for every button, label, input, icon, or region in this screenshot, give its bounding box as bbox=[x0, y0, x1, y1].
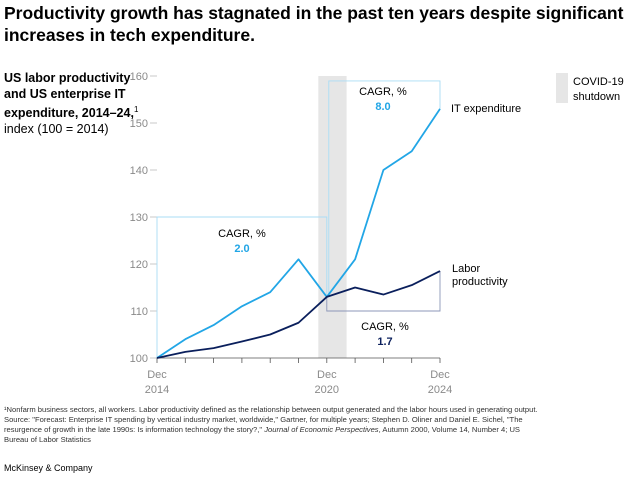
cagr-it-2020-2024-bracket bbox=[328, 80, 441, 297]
y-tick-label-0: 100 bbox=[130, 353, 148, 365]
x-tick-label-2-year: 2024 bbox=[428, 384, 452, 396]
chart-side-title: US labor productivity and US enterprise … bbox=[4, 70, 144, 137]
footnote-line-3c: , Autumn 2000, Volume 14, Number 4; US bbox=[378, 425, 521, 434]
cagr-title-2: CAGR, % bbox=[361, 321, 409, 333]
cagr-value-2: 1.7 bbox=[377, 336, 392, 348]
footnote-line-3a: resurgence of growth in the late 1990s: … bbox=[4, 425, 263, 434]
y-tick-label-4: 140 bbox=[130, 165, 148, 177]
footnote-line-4: Bureau of Labor Statistics bbox=[4, 435, 91, 444]
footnote-line-3: resurgence of growth in the late 1990s: … bbox=[4, 425, 626, 435]
line-chart: 100 110 120 130 140 150 160 Dec 2014 Dec 2020 Dec 20… bbox=[130, 71, 624, 396]
cagr-value-1: 2.0 bbox=[234, 243, 249, 255]
x-tick-label-1-year: 2020 bbox=[315, 384, 339, 396]
x-tick-label-1-month: Dec bbox=[317, 369, 337, 381]
cagr-2014-2020-bracket bbox=[156, 216, 328, 358]
footnote-line-1: ¹Nonfarm business sectors, all workers. … bbox=[4, 405, 538, 414]
series-label-it-expenditure: IT expenditure bbox=[451, 103, 521, 115]
y-tick-label-5: 150 bbox=[130, 118, 148, 130]
cagr-value-0: 8.0 bbox=[375, 101, 390, 113]
covid-legend-label-0: COVID-19 bbox=[573, 76, 624, 88]
covid-legend-label-1: shutdown bbox=[573, 91, 620, 103]
chart-headline: Productivity growth has stagnated in the… bbox=[4, 3, 624, 45]
y-tick-label-2: 120 bbox=[130, 259, 148, 271]
footnote: ¹Nonfarm business sectors, all workers. … bbox=[4, 405, 626, 445]
y-tick-label-6: 160 bbox=[130, 71, 148, 83]
cagr-productivity-2020-2024-bracket bbox=[326, 271, 441, 312]
series-label-labor-productivity-1: productivity bbox=[452, 276, 508, 288]
series-line-1 bbox=[156, 270, 441, 359]
x-tick-label-2-month: Dec bbox=[430, 369, 450, 381]
x-tick-label-0-year: 2014 bbox=[145, 384, 169, 396]
footnote-line-2: Source: "Forecast: Enterprise IT spendin… bbox=[4, 415, 523, 424]
x-tick-label-0-month: Dec bbox=[147, 369, 167, 381]
y-tick-label-3: 130 bbox=[130, 212, 148, 224]
cagr-title-0: CAGR, % bbox=[359, 86, 407, 98]
series-label-labor-productivity-0: Labor bbox=[452, 263, 480, 275]
footnote-journal: Journal of Economic Perspectives bbox=[264, 425, 379, 434]
side-title-main: US labor productivity and US enterprise … bbox=[4, 71, 134, 121]
y-tick-label-1: 110 bbox=[130, 306, 148, 318]
side-title-footnote-mark: 1 bbox=[133, 105, 139, 114]
series-line-0 bbox=[156, 108, 441, 359]
brand-name: McKinsey & Company bbox=[4, 463, 93, 473]
side-title-unit: index (100 = 2014) bbox=[4, 122, 109, 137]
cagr-title-1: CAGR, % bbox=[218, 228, 266, 240]
covid-legend-swatch bbox=[556, 73, 568, 103]
